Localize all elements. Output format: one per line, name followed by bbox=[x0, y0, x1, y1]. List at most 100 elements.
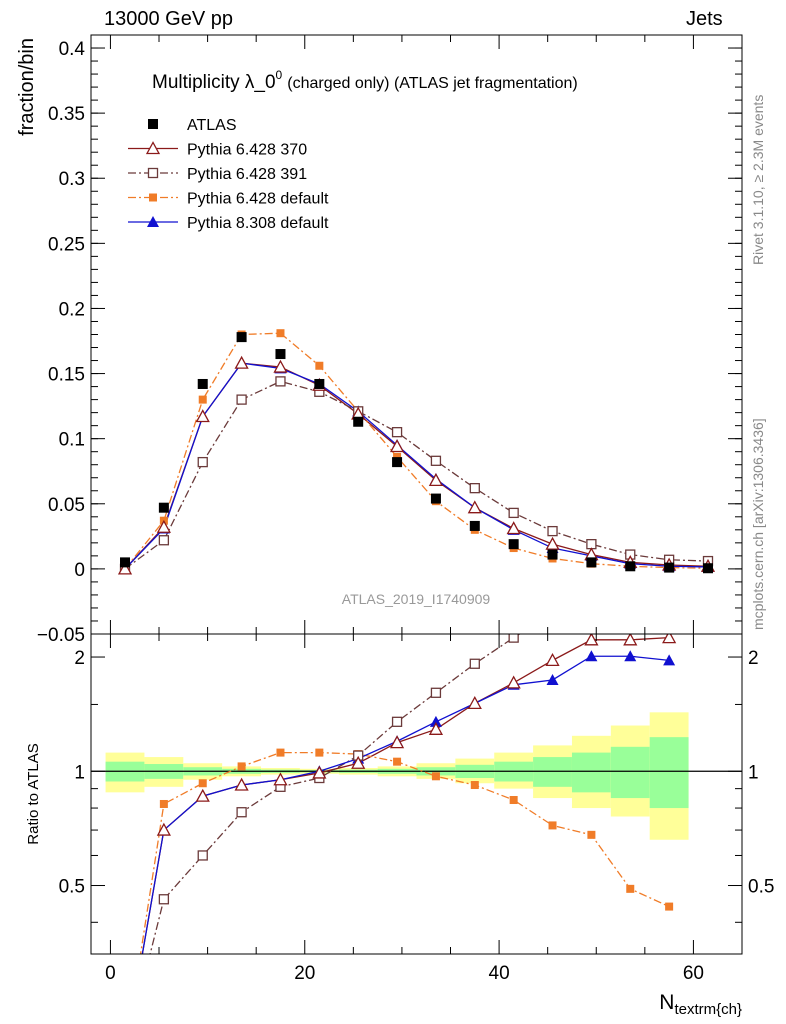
ratio-point bbox=[276, 748, 285, 757]
ratio-point bbox=[662, 634, 677, 644]
data-point bbox=[391, 427, 403, 438]
header-left: 13000 GeV pp bbox=[104, 8, 233, 30]
data-point bbox=[625, 561, 636, 572]
legend-marker bbox=[148, 119, 158, 129]
data-point bbox=[234, 355, 249, 369]
data-point bbox=[547, 549, 558, 560]
legend-marker bbox=[147, 167, 159, 179]
data-point bbox=[467, 500, 482, 514]
y-tick-label: −0.05 bbox=[37, 625, 85, 646]
chart-title: Multiplicity λ_00 (charged only) (ATLAS j… bbox=[152, 68, 578, 93]
ratio-point bbox=[584, 634, 599, 646]
x-axis-label: Ntextrm{ch} bbox=[659, 991, 742, 1018]
data-point bbox=[195, 409, 210, 423]
ratio-point bbox=[159, 799, 168, 808]
ratio-point bbox=[315, 748, 324, 757]
ratio-point bbox=[312, 765, 327, 779]
y-axis-label-bottom: Ratio to ATLAS bbox=[25, 743, 42, 844]
x-tick-label: 20 bbox=[294, 963, 315, 984]
ratio-y-tick-label: 0.5 bbox=[59, 877, 85, 898]
ratio-point bbox=[237, 762, 246, 771]
data-point bbox=[428, 472, 444, 486]
data-point bbox=[198, 395, 207, 404]
ratio-point bbox=[623, 634, 638, 646]
ratio-point bbox=[197, 850, 208, 861]
data-point bbox=[702, 563, 713, 574]
ratio-point bbox=[624, 650, 637, 662]
ratio-point bbox=[587, 830, 596, 839]
ratio-point bbox=[626, 884, 635, 893]
legend-label: Pythia 6.428 391 bbox=[187, 166, 307, 183]
data-point bbox=[430, 493, 441, 504]
ratio-point bbox=[389, 735, 405, 749]
series-line bbox=[124, 332, 709, 570]
data-point bbox=[506, 521, 521, 535]
data-point bbox=[545, 536, 560, 550]
legend-label: Pythia 8.308 default bbox=[187, 215, 329, 232]
data-point bbox=[158, 502, 169, 513]
legend-label: Pythia 6.428 default bbox=[187, 191, 329, 208]
ratio-point bbox=[469, 658, 480, 669]
ratio-y-tick-label: 1 bbox=[74, 762, 85, 783]
data-point bbox=[547, 525, 558, 537]
ratio-point bbox=[429, 715, 442, 727]
ratio-point bbox=[509, 796, 518, 805]
green-band-bin bbox=[610, 746, 650, 799]
legend-label: Pythia 6.428 370 bbox=[187, 142, 307, 159]
series-layer bbox=[117, 329, 716, 954]
ratio-point bbox=[506, 675, 521, 689]
data-point bbox=[469, 520, 480, 531]
ratio-point bbox=[234, 777, 249, 791]
data-point bbox=[276, 329, 285, 338]
data-point bbox=[236, 394, 247, 405]
x-tick-label: 40 bbox=[489, 963, 510, 984]
data-point bbox=[430, 455, 442, 466]
data-point bbox=[664, 562, 675, 573]
ratio-series-group bbox=[139, 634, 677, 954]
top-panel-background bbox=[91, 35, 742, 634]
ratio-point bbox=[393, 757, 402, 766]
y-tick-label: 0.1 bbox=[59, 430, 85, 451]
legend-marker bbox=[145, 141, 161, 155]
y-tick-label: 0.3 bbox=[59, 169, 85, 190]
y-tick-label: 0.15 bbox=[48, 365, 85, 386]
ratio-point bbox=[508, 634, 519, 643]
data-point bbox=[158, 535, 170, 546]
ratio-point bbox=[156, 822, 171, 836]
y-tick-label: 0 bbox=[74, 560, 85, 581]
ratio-point bbox=[428, 721, 444, 735]
data-point bbox=[392, 457, 403, 468]
data-point bbox=[156, 519, 171, 533]
x-tick-label: 0 bbox=[105, 963, 116, 984]
data-point bbox=[197, 378, 208, 389]
ratio-point bbox=[198, 779, 207, 788]
y-tick-label: 0.35 bbox=[48, 104, 85, 125]
data-point bbox=[469, 483, 480, 494]
legend-marker bbox=[149, 193, 157, 202]
data-point bbox=[586, 557, 597, 568]
ratio-point bbox=[545, 653, 560, 667]
ratio-point bbox=[585, 650, 598, 662]
ratio-point bbox=[431, 772, 440, 781]
legend-label: ATLAS bbox=[187, 117, 237, 134]
ratio-point bbox=[195, 788, 210, 802]
data-point bbox=[393, 452, 402, 461]
y-tick-label: 0.05 bbox=[48, 495, 85, 516]
legend-marker bbox=[147, 216, 159, 227]
green-band-bin bbox=[649, 737, 689, 809]
data-point bbox=[389, 439, 405, 453]
green-band-bin bbox=[571, 752, 611, 793]
data-point bbox=[508, 539, 519, 550]
ratio-point bbox=[665, 902, 674, 911]
axes-layer: −0.05 0 0.05 0.1 0.15 0.2 0.25 0.3 0.35 0.4 0.5 0.5… bbox=[37, 34, 774, 984]
y-tick-label: 0.4 bbox=[59, 39, 86, 60]
series-line bbox=[124, 380, 709, 570]
data-point bbox=[197, 456, 208, 468]
ratio-point bbox=[158, 894, 170, 905]
data-point bbox=[315, 361, 324, 370]
x-tick-label: 60 bbox=[683, 963, 704, 984]
ratio-point bbox=[470, 781, 479, 790]
data-point bbox=[236, 332, 247, 343]
ratio-point bbox=[430, 687, 442, 698]
